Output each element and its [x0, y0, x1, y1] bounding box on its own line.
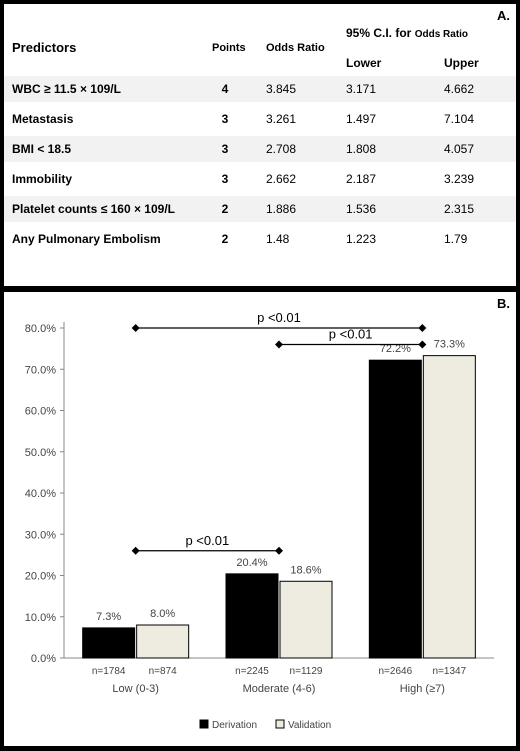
bar-derivation [225, 573, 279, 659]
y-tick-label: 30.0% [25, 529, 56, 541]
n-label: n=2245 [235, 666, 269, 677]
n-label: n=874 [149, 666, 178, 677]
cell-lower: 2.187 [346, 172, 377, 186]
significance-marker [275, 340, 283, 349]
data-label: 18.6% [290, 564, 321, 576]
header-points: Points [212, 42, 246, 54]
bar-validation [136, 624, 190, 659]
cell-lower: 1.808 [346, 142, 377, 156]
cell-odds-ratio: 2.708 [266, 142, 297, 156]
y-tick-label: 0.0% [31, 653, 56, 665]
chart-panel: B. 0.0% 10.0% 20.0% 30.0% 40.0% 50.0% 60.0% 70.… [4, 292, 516, 746]
y-tick-label: 20.0% [25, 571, 56, 583]
bar-validation [279, 580, 333, 659]
cell-predictor: Any Pulmonary Embolism [12, 232, 161, 246]
header-predictors: Predictors [12, 40, 77, 55]
y-tick-label: 50.0% [25, 447, 56, 459]
predictors-table: Predictors Points Odds Ratio 95% C.I. fo… [4, 4, 516, 286]
header-ci-prefix: 95% C.I. for [346, 26, 412, 40]
cell-predictor: Platelet counts ≤ 160 × 109/L [12, 202, 175, 216]
bar-derivation [368, 359, 422, 659]
significance-label: p <0.01 [185, 533, 229, 548]
cell-upper: 2.315 [444, 202, 475, 216]
category-label: Moderate (4-6) [243, 683, 316, 695]
table-row-band [4, 76, 516, 102]
cell-points: 4 [221, 82, 229, 96]
cell-points: 3 [221, 172, 229, 186]
data-label: 73.3% [434, 339, 465, 351]
cell-upper: 3.239 [444, 172, 475, 186]
significance-marker [131, 546, 140, 555]
legend-label: Derivation [212, 720, 257, 731]
cell-predictor: WBC ≥ 11.5 × 109/L [12, 82, 121, 96]
header-ci: 95% C.I. for Odds Ratio [346, 26, 468, 40]
significance-marker [418, 324, 427, 332]
cell-lower: 1.223 [346, 232, 377, 246]
n-label: n=1347 [433, 666, 467, 677]
data-label: 72.2% [380, 343, 411, 355]
panel-letter-b: B. [497, 296, 510, 311]
bar-validation [422, 355, 476, 659]
y-tick-label: 70.0% [25, 364, 56, 376]
cell-lower: 1.497 [346, 112, 377, 126]
cell-odds-ratio: 1.886 [266, 202, 297, 216]
cell-points: 3 [221, 142, 229, 156]
cell-predictor: BMI < 18.5 [12, 142, 72, 156]
cell-odds-ratio: 2.662 [266, 172, 297, 186]
n-label: n=1784 [92, 666, 126, 677]
y-tick-label: 10.0% [25, 612, 56, 624]
cell-lower: 1.536 [346, 202, 377, 216]
data-label: 8.0% [150, 608, 175, 620]
significance-marker [275, 546, 283, 555]
cell-upper: 4.057 [444, 142, 475, 156]
cell-upper: 1.79 [444, 232, 468, 246]
header-odds-ratio: Odds Ratio [266, 42, 325, 54]
n-label: n=1129 [290, 666, 323, 677]
legend-swatch [199, 719, 209, 729]
y-tick-label: 60.0% [25, 406, 56, 418]
cell-odds-ratio: 1.48 [266, 232, 290, 246]
significance-label: p <0.01 [257, 310, 301, 325]
cell-predictor: Immobility [12, 172, 73, 186]
significance-marker [418, 340, 427, 349]
bar-chart: 0.0% 10.0% 20.0% 30.0% 40.0% 50.0% 60.0% 70.0% 8… [25, 310, 494, 731]
legend-swatch [275, 719, 285, 729]
cell-lower: 3.171 [346, 82, 377, 96]
cell-points: 2 [221, 202, 229, 216]
cell-odds-ratio: 3.845 [266, 82, 297, 96]
data-label: 20.4% [236, 557, 267, 569]
cell-points: 2 [221, 232, 229, 246]
cell-upper: 7.104 [444, 112, 475, 126]
legend-label: Validation [288, 720, 331, 731]
bar-derivation [82, 627, 136, 659]
significance-marker [131, 324, 140, 332]
header-lower: Lower [346, 56, 382, 70]
table-row-band [4, 136, 516, 162]
cell-predictor: Metastasis [12, 112, 74, 126]
n-label: n=2646 [379, 666, 413, 677]
table-panel: A. Predictors Points Odds Ratio 95% C.I.… [4, 4, 516, 286]
significance-label: p <0.01 [329, 327, 373, 342]
cell-odds-ratio: 3.261 [266, 112, 297, 126]
cell-points: 3 [221, 112, 229, 126]
panel-letter-a: A. [497, 8, 510, 23]
header-upper: Upper [444, 56, 479, 70]
header-ci-suffix: Odds Ratio [414, 29, 469, 40]
cell-upper: 4.662 [444, 82, 475, 96]
table-row-band [4, 196, 516, 222]
y-tick-label: 40.0% [25, 488, 56, 500]
data-label: 7.3% [96, 611, 121, 623]
y-tick-label: 80.0% [25, 323, 56, 335]
category-label: Low (0-3) [112, 683, 158, 695]
category-label: High (≥7) [400, 683, 445, 695]
